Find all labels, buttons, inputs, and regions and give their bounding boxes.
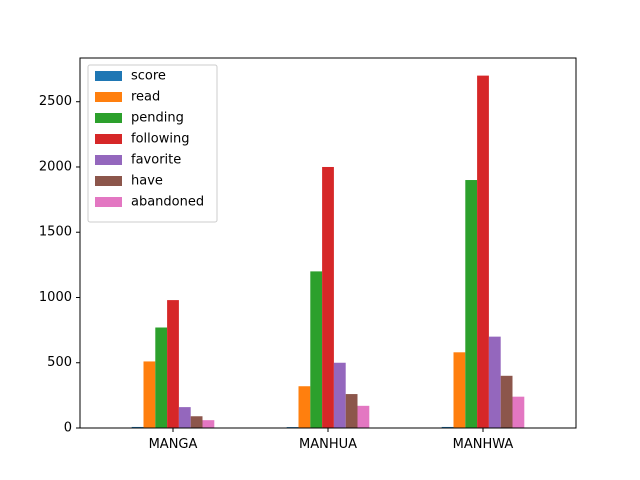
y-tick-label: 0 bbox=[64, 421, 72, 436]
bar-abandoned-manga bbox=[202, 420, 215, 428]
bar-have-manhua bbox=[345, 394, 358, 428]
bar-score-manhwa bbox=[441, 426, 454, 428]
legend-label-have: have bbox=[131, 174, 163, 189]
y-tick-label: 1500 bbox=[39, 225, 72, 240]
bar-have-manga bbox=[190, 416, 203, 428]
bar-following-manhua bbox=[322, 166, 334, 429]
legend-swatch-favorite bbox=[95, 155, 122, 165]
y-tick-label: 2500 bbox=[39, 94, 72, 109]
bar-pending-manhwa bbox=[465, 180, 478, 428]
y-tick-label: 2000 bbox=[39, 159, 72, 174]
legend-label-read: read bbox=[131, 90, 160, 105]
bar-abandoned-manhua bbox=[357, 405, 370, 428]
y-tick-label: 500 bbox=[47, 355, 72, 370]
bar-favorite-manga bbox=[178, 407, 191, 428]
x-tick-label: MANGA bbox=[149, 437, 198, 452]
bar-read-manhwa bbox=[453, 352, 466, 428]
legend-swatch-read bbox=[95, 92, 122, 102]
bar-have-manhwa bbox=[500, 375, 513, 428]
x-tick-label: MANHWA bbox=[453, 437, 514, 452]
bar-following-manhwa bbox=[477, 75, 489, 428]
legend-label-score: score bbox=[131, 69, 166, 84]
legend-label-abandoned: abandoned bbox=[131, 195, 204, 210]
y-tick-label: 1000 bbox=[39, 290, 72, 305]
bar-read-manhua bbox=[298, 386, 311, 428]
legend: score read pending following favorite have aba… bbox=[87, 64, 218, 223]
legend-label-following: following bbox=[131, 132, 189, 147]
bar-score-manga bbox=[131, 426, 144, 428]
bars-layer bbox=[131, 75, 525, 429]
bar-following-manga bbox=[167, 300, 179, 428]
bar-pending-manga bbox=[155, 327, 168, 428]
legend-swatch-have bbox=[95, 176, 122, 186]
legend-label-pending: pending bbox=[131, 111, 184, 126]
y-axis: 0 500 1000 1500 2000 2500 bbox=[39, 94, 80, 436]
legend-swatch-abandoned bbox=[95, 197, 122, 207]
bar-read-manga bbox=[143, 361, 156, 428]
legend-swatch-score bbox=[95, 71, 122, 81]
legend-swatch-pending bbox=[95, 113, 122, 123]
legend-label-favorite: favorite bbox=[131, 153, 181, 168]
legend-swatch-following bbox=[95, 134, 122, 144]
x-tick-label: MANHUA bbox=[299, 437, 357, 452]
x-axis: MANGA MANHUA MANHWA bbox=[149, 428, 514, 452]
bar-favorite-manhwa bbox=[488, 336, 501, 428]
bar-abandoned-manhwa bbox=[512, 396, 525, 428]
bar-favorite-manhua bbox=[333, 362, 346, 428]
bar-pending-manhua bbox=[310, 271, 323, 428]
